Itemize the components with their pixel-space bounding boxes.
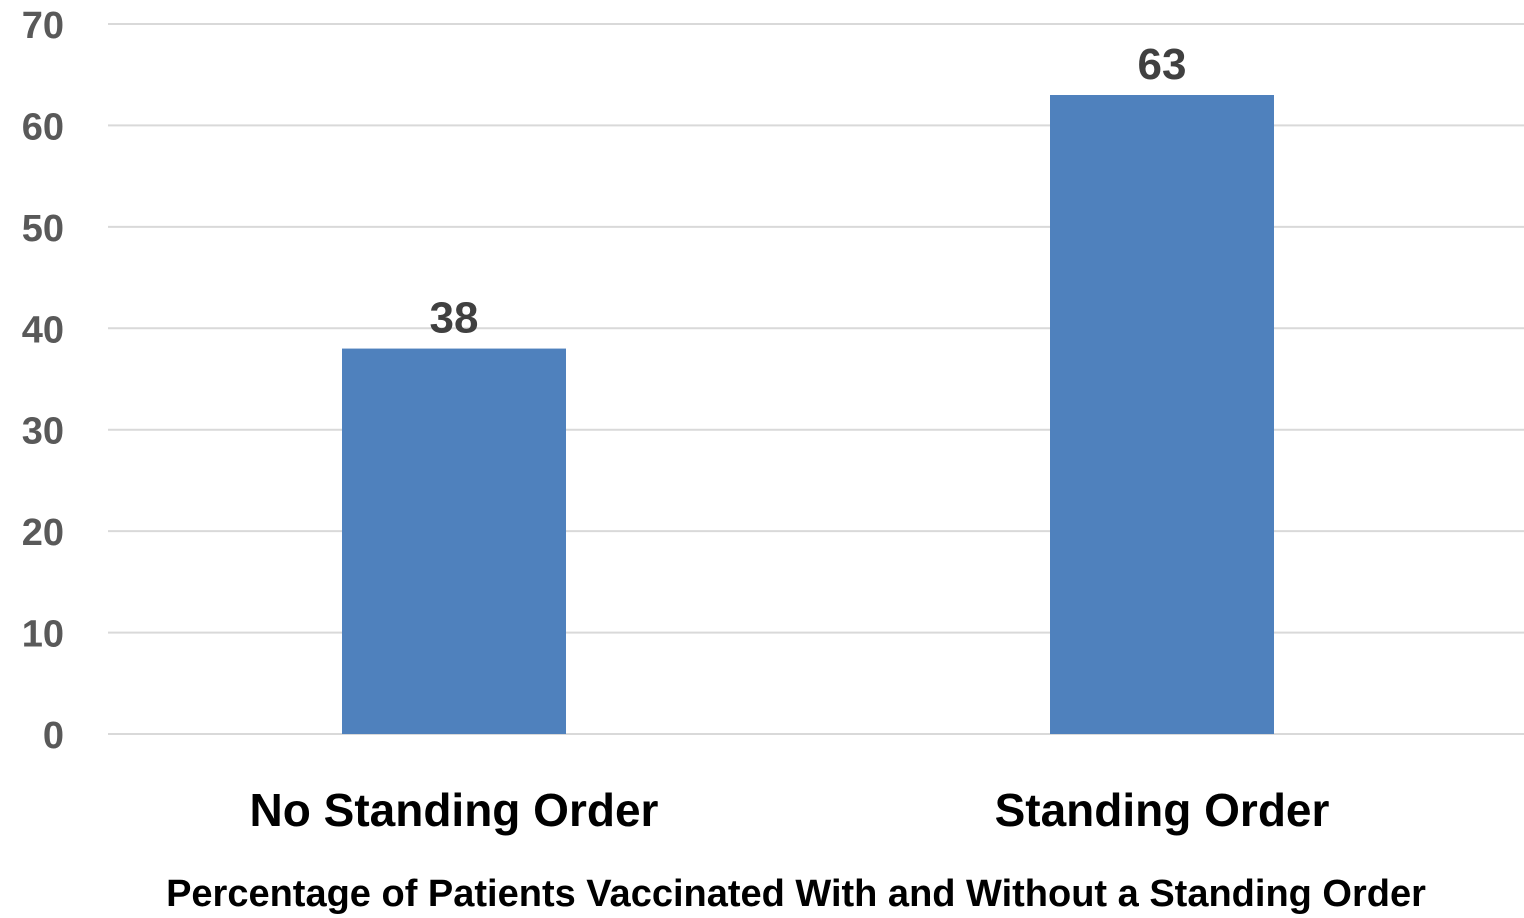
x-axis-title: Percentage of Patients Vaccinated With a… — [166, 873, 1426, 915]
y-tick-label: 60 — [22, 106, 64, 148]
bar-standing-order — [1050, 95, 1274, 734]
bars — [342, 95, 1274, 734]
x-tick-label: Standing Order — [995, 784, 1330, 836]
y-axis-tick-labels: 0 10 20 30 40 50 60 70 — [22, 5, 64, 757]
y-tick-label: 50 — [22, 208, 64, 250]
y-tick-label: 40 — [22, 309, 64, 351]
x-tick-label: No Standing Order — [250, 784, 659, 836]
gridlines — [108, 23, 1524, 735]
x-axis-tick-labels: No Standing Order Standing Order — [250, 784, 1330, 836]
y-tick-label: 30 — [22, 411, 64, 453]
bar-no-standing-order — [342, 348, 566, 734]
y-tick-label: 10 — [22, 614, 64, 656]
data-labels: 38 63 — [430, 40, 1187, 343]
y-tick-label: 20 — [22, 512, 64, 554]
y-tick-label: 70 — [22, 5, 64, 47]
y-tick-label: 0 — [43, 715, 64, 757]
data-label: 38 — [430, 294, 479, 343]
data-label: 63 — [1138, 40, 1187, 89]
